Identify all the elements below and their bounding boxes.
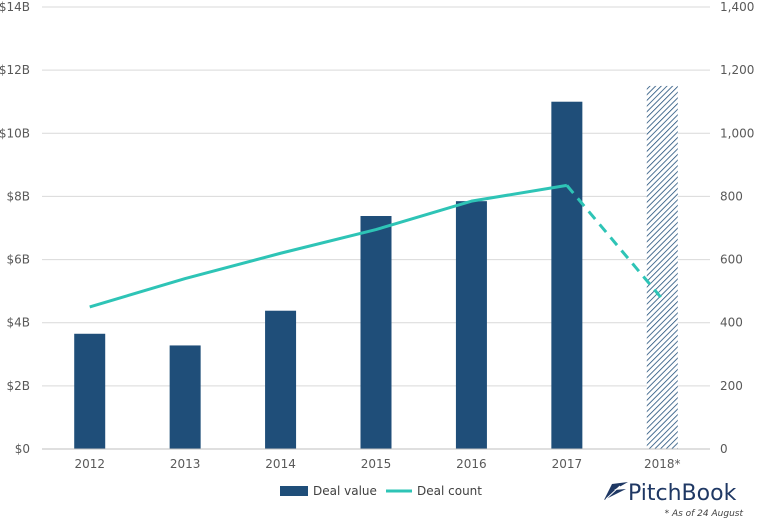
bar (360, 216, 392, 449)
brand-logo: PitchBook (604, 481, 737, 506)
right-tick-label: 1,400 (720, 0, 754, 14)
x-tick-label: 2013 (170, 457, 201, 471)
legend-label-deal-value: Deal value (313, 484, 377, 498)
bar (455, 201, 487, 449)
x-tick-label: 2015 (361, 457, 392, 471)
x-tick-label: 2014 (265, 457, 296, 471)
pitchbook-feather-logo-icon (604, 482, 628, 500)
right-tick-label: 0 (720, 442, 728, 456)
x-axis: 2012 2013 2014 2015 2016 2017 2018* (42, 448, 710, 471)
legend-label-deal-count: Deal count (417, 484, 482, 498)
right-tick-label: 600 (720, 253, 743, 267)
bar (74, 333, 106, 449)
left-tick-label: $0 (15, 442, 30, 456)
bar-series-deal-value (74, 85, 678, 449)
right-tick-label: 1,000 (720, 126, 754, 140)
footnote: * As of 24 August (665, 509, 744, 519)
bar (169, 345, 201, 449)
right-tick-label: 1,200 (720, 63, 754, 77)
right-tick-label: 400 (720, 316, 743, 330)
left-tick-label: $14B (0, 0, 30, 14)
right-y-axis: 0 200 400 600 800 1,000 1,200 1,400 (720, 0, 754, 456)
deal-count-line (89, 183, 568, 309)
deal-count-line-projected (565, 184, 664, 301)
x-tick-label: 2017 (552, 457, 583, 471)
left-tick-label: $4B (6, 316, 30, 330)
right-tick-label: 800 (720, 189, 743, 203)
x-tick-label: 2016 (456, 457, 487, 471)
bar (551, 101, 583, 449)
legend: Deal value Deal count (280, 484, 482, 498)
x-tick-label: 2018* (644, 457, 681, 471)
left-tick-label: $2B (6, 379, 30, 393)
left-tick-label: $6B (6, 253, 30, 267)
right-tick-label: 200 (720, 379, 743, 393)
left-y-axis: $0 $2B $4B $6B $8B $10B $12B $14B (0, 0, 30, 456)
bar (265, 310, 297, 449)
x-tick-label: 2012 (74, 457, 105, 471)
brand-name: PitchBook (628, 481, 737, 506)
line-series-deal-count (89, 183, 664, 309)
left-tick-label: $12B (0, 63, 30, 77)
left-tick-label: $10B (0, 126, 30, 140)
left-tick-label: $8B (6, 189, 30, 203)
legend-swatch-deal-value (280, 486, 308, 496)
bar-partial-year (646, 85, 678, 449)
